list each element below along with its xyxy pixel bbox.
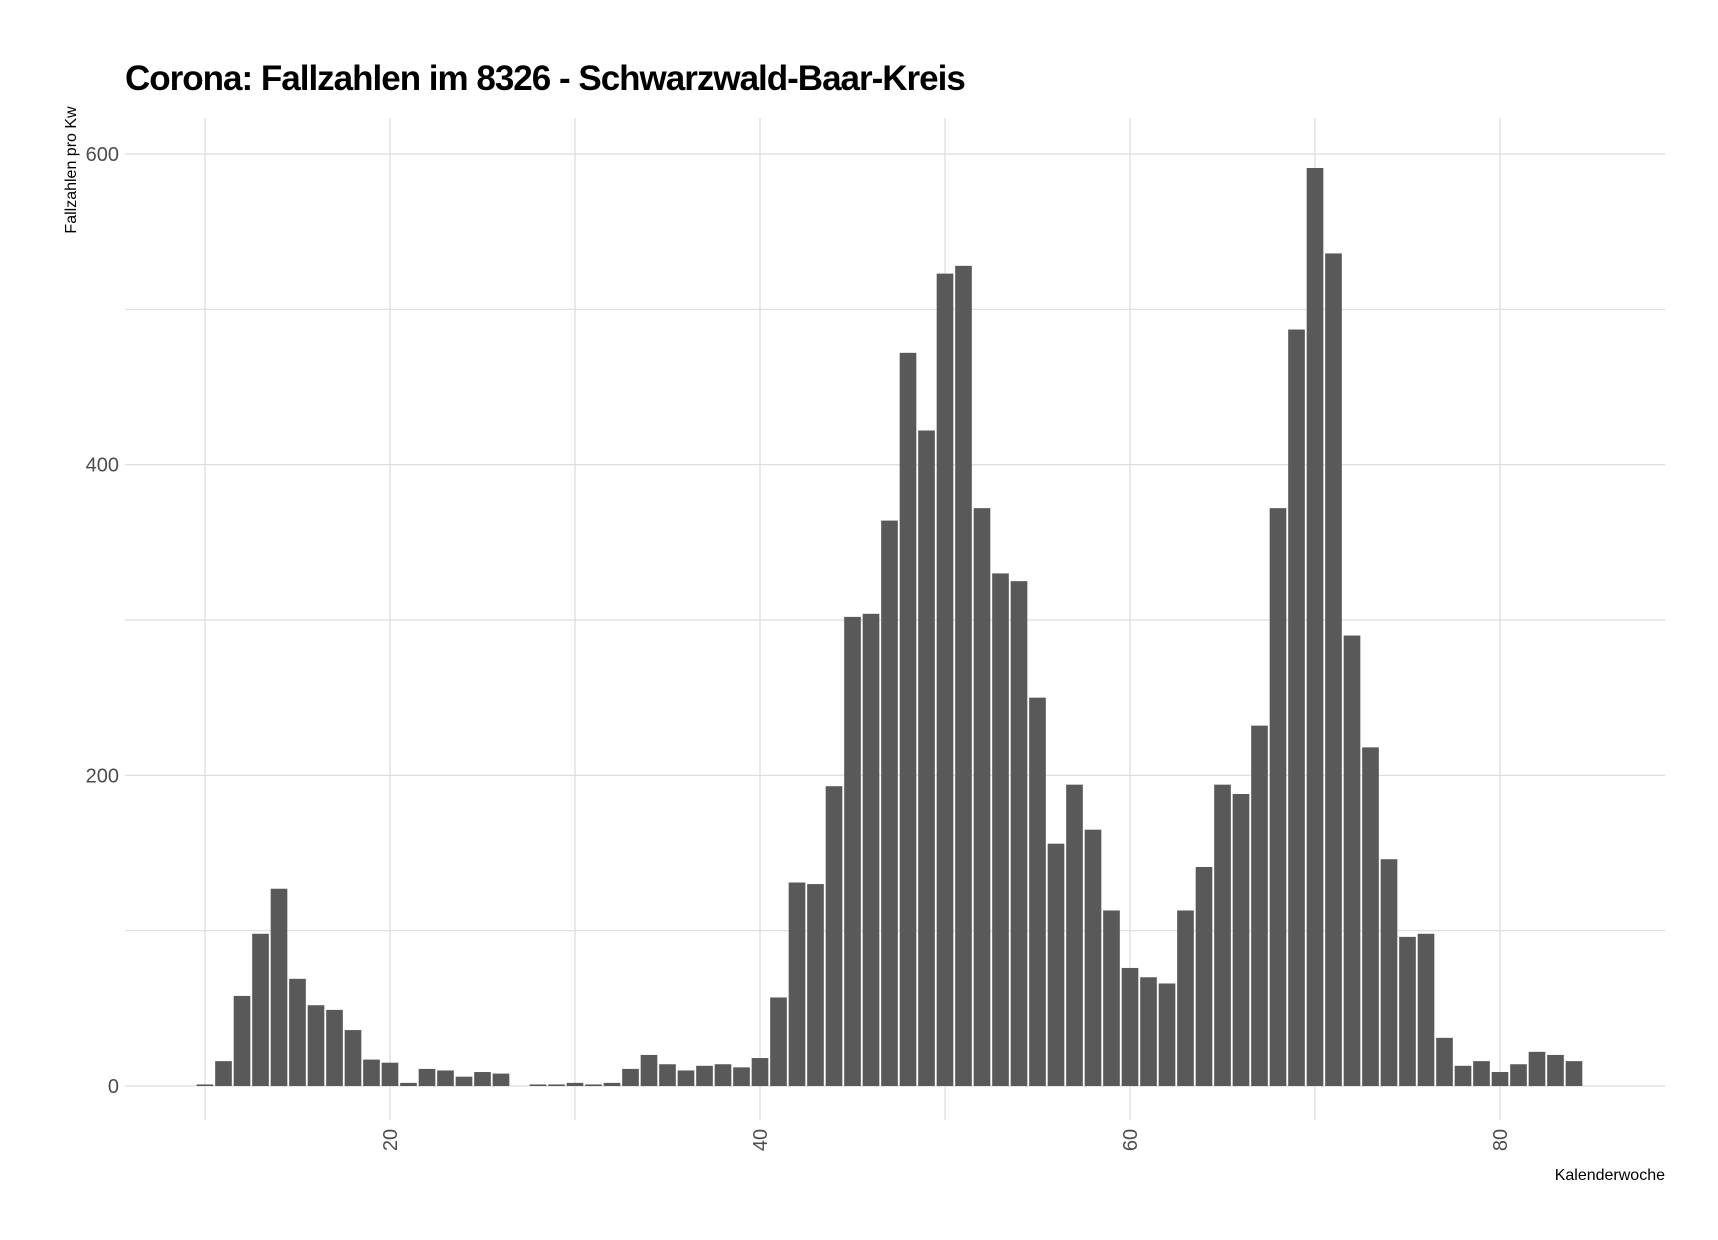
bar	[1084, 829, 1102, 1086]
bar	[1491, 1072, 1509, 1086]
bar	[973, 508, 991, 1086]
bar	[1010, 581, 1028, 1086]
bar	[344, 1030, 362, 1086]
bar	[1140, 977, 1157, 1086]
bar	[751, 1058, 769, 1086]
bar	[1121, 967, 1139, 1086]
x-tick-label: 20	[380, 1129, 402, 1151]
x-tick-label: 80	[1490, 1129, 1512, 1151]
bar	[992, 573, 1009, 1086]
bar	[1103, 910, 1120, 1086]
bar	[844, 616, 861, 1086]
bar	[825, 786, 843, 1086]
bar	[1066, 784, 1083, 1086]
y-tick-label: 200	[86, 765, 119, 787]
bar	[289, 978, 306, 1086]
bar	[307, 1005, 325, 1086]
bar	[196, 1084, 214, 1086]
x-axis-title: Kalenderwoche	[1555, 1167, 1665, 1184]
bar	[696, 1065, 713, 1086]
bar	[1325, 253, 1342, 1086]
bar	[1158, 983, 1176, 1086]
bar	[862, 613, 880, 1086]
bar	[1417, 933, 1435, 1086]
bar	[807, 884, 824, 1086]
y-axis-tick-labels: 0 200 400 600	[86, 144, 119, 1098]
bar	[622, 1068, 639, 1086]
bar	[1214, 784, 1231, 1086]
bar	[1510, 1064, 1527, 1086]
x-tick-label: 40	[750, 1129, 772, 1151]
bar	[1269, 508, 1287, 1086]
bar	[640, 1054, 658, 1086]
bar	[381, 1062, 399, 1086]
bar	[215, 1061, 232, 1086]
chart-title: Corona: Fallzahlen im 8326 - Schwarzwald…	[125, 59, 965, 98]
bar	[733, 1067, 750, 1086]
bar	[1251, 725, 1268, 1086]
y-tick-label: 400	[86, 455, 119, 477]
bar	[566, 1082, 584, 1086]
x-tick-label: 60	[1120, 1129, 1142, 1151]
bar	[529, 1084, 547, 1086]
bar	[1473, 1061, 1490, 1086]
y-tick-label: 600	[86, 144, 119, 166]
bar	[788, 882, 806, 1086]
y-axis-title: Fallzahlen pro Kw	[63, 106, 80, 234]
bar	[1528, 1051, 1546, 1086]
bar	[899, 352, 917, 1086]
bar	[418, 1068, 436, 1086]
x-axis-tick-labels: 20 40 60 80	[380, 1129, 1512, 1151]
bar	[918, 430, 935, 1086]
bar	[252, 933, 269, 1086]
bar	[881, 520, 898, 1086]
bar	[437, 1070, 454, 1086]
bar	[1436, 1037, 1453, 1086]
bar	[1454, 1065, 1472, 1086]
bar	[585, 1084, 602, 1086]
bar	[1343, 635, 1361, 1086]
bar	[474, 1072, 491, 1086]
bar	[492, 1073, 510, 1086]
bar	[1232, 793, 1250, 1086]
bar	[1399, 936, 1416, 1086]
bar	[1306, 167, 1324, 1087]
bar	[455, 1076, 473, 1086]
bar	[1047, 843, 1065, 1086]
bar	[1565, 1061, 1583, 1086]
y-tick-label: 0	[108, 1076, 119, 1098]
bar	[233, 995, 251, 1086]
bar	[603, 1082, 621, 1086]
bar	[677, 1070, 695, 1086]
bar	[548, 1084, 565, 1086]
bar	[1547, 1054, 1564, 1086]
bar	[1195, 866, 1213, 1086]
bar	[270, 888, 288, 1086]
bar	[1029, 697, 1046, 1086]
bar	[770, 997, 787, 1086]
bar	[659, 1064, 676, 1086]
bar	[1177, 910, 1194, 1086]
bar	[326, 1009, 343, 1086]
bar	[1380, 859, 1398, 1086]
bar	[363, 1059, 380, 1086]
bar	[936, 273, 954, 1086]
bar	[714, 1064, 732, 1086]
bar	[955, 265, 972, 1087]
bar	[1288, 329, 1305, 1086]
bar-series	[196, 167, 1583, 1087]
bar	[400, 1082, 417, 1086]
bar	[1362, 747, 1379, 1086]
